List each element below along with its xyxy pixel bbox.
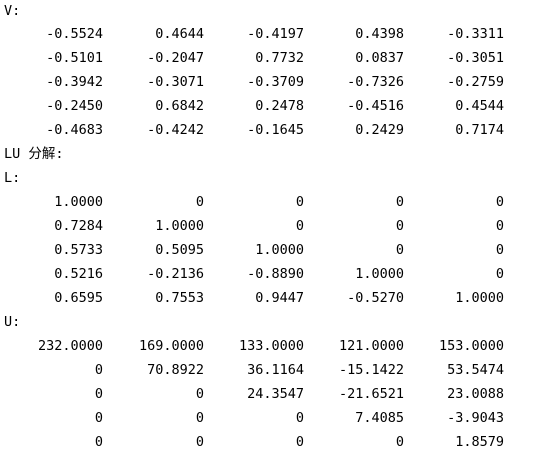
matrix-cell: -0.7326 [347,74,404,90]
matrix-u-row: 0 0 24.3547 -21.6521 23.0088 [0,382,534,406]
matrix-cell: 1.0000 [455,290,504,306]
matrix-cell: 0.7732 [255,50,304,66]
matrix-cell: 53.5474 [447,362,504,378]
matrix-cell: -0.4683 [46,122,103,138]
matrix-cell: 0.6595 [54,290,103,306]
matrix-l-row: 0.5216 -0.2136 -0.8890 1.0000 0 [0,262,534,286]
matrix-cell: 0 [94,434,103,450]
matrix-cell: 0.6842 [155,98,204,114]
matrix-cell: 232.0000 [37,338,103,354]
matrix-u-row: 0 0 0 0 1.8579 [0,430,534,454]
matrix-cell: 121.0000 [338,338,404,354]
matrix-cell: 0 [495,266,504,282]
matrix-cell: 0.5733 [54,242,103,258]
matrix-cell: -0.3942 [46,74,103,90]
matrix-cell: 0.4398 [355,26,404,42]
matrix-cell: -0.3071 [147,74,204,90]
matrix-cell: 0.9447 [255,290,304,306]
matrix-cell: 1.8579 [455,434,504,450]
matrix-l-row: 0.6595 0.7553 0.9447 -0.5270 1.0000 [0,286,534,310]
matrix-cell: -0.5270 [347,290,404,306]
matrix-cell: 0 [495,242,504,258]
matrix-cell: -0.4242 [147,122,204,138]
matrix-cell: 0.2429 [355,122,404,138]
matrix-cell: 0 [495,194,504,210]
matrix-cell: 0 [295,434,304,450]
matrix-cell: -0.2450 [46,98,103,114]
matrix-cell: 0 [295,194,304,210]
matrix-cell: 0 [395,218,404,234]
matrix-cell: 23.0088 [447,386,504,402]
matrix-cell: 70.8922 [147,362,204,378]
matrix-l-row: 0.5733 0.5095 1.0000 0 0 [0,238,534,262]
matrix-cell: 0 [195,410,204,426]
matrix-cell: 0 [94,386,103,402]
matrix-v-row: -0.2450 0.6842 0.2478 -0.4516 0.4544 [0,94,534,118]
matrix-cell: 153.0000 [438,338,504,354]
matrix-cell: -0.4516 [347,98,404,114]
matrix-v-row: -0.5524 0.4644 -0.4197 0.4398 -0.3311 [0,22,534,46]
matrix-cell: 0.4544 [455,98,504,114]
matrix-cell: 0 [295,218,304,234]
matrix-cell: 0 [195,386,204,402]
matrix-cell: -0.5101 [46,50,103,66]
matrix-v-label: V: [4,3,21,19]
matrix-cell: 0 [395,194,404,210]
matrix-cell: -21.6521 [338,386,404,402]
matrix-cell: 0.5095 [155,242,204,258]
matrix-cell: 1.0000 [155,218,204,234]
matrix-v-row: -0.4683 -0.4242 -0.1645 0.2429 0.7174 [0,118,534,142]
matrix-cell: -0.2136 [147,266,204,282]
matrix-cell: 1.0000 [54,194,103,210]
matrix-cell: -0.3311 [447,26,504,42]
matrix-cell: 0 [195,194,204,210]
matrix-cell: -0.3051 [447,50,504,66]
matrix-cell: 133.0000 [238,338,304,354]
matrix-cell: 0.7284 [54,218,103,234]
matrix-cell: -0.4197 [247,26,304,42]
matrix-l-row: 0.7284 1.0000 0 0 0 [0,214,534,238]
matrix-u-row: 232.0000 169.0000 133.0000 121.0000 153.… [0,334,534,358]
matrix-cell: 0.7174 [455,122,504,138]
matrix-cell: 0.7553 [155,290,204,306]
matrix-v-row: -0.3942 -0.3071 -0.3709 -0.7326 -0.2759 [0,70,534,94]
matrix-cell: -15.1422 [338,362,404,378]
matrix-cell: 169.0000 [138,338,204,354]
matrix-cell: 0 [295,410,304,426]
matrix-l-row: 1.0000 0 0 0 0 [0,190,534,214]
matrix-cell: 24.3547 [247,386,304,402]
matrix-cell: -0.3709 [247,74,304,90]
matrix-u-label: U: [4,314,21,330]
matrix-u-row: 0 70.8922 36.1164 -15.1422 53.5474 [0,358,534,382]
matrix-cell: 0 [495,218,504,234]
matrix-cell: 1.0000 [355,266,404,282]
matrix-cell: -0.8890 [247,266,304,282]
matrix-cell: 0 [94,362,103,378]
matrix-cell: -0.1645 [247,122,304,138]
matrix-cell: 0 [395,434,404,450]
matrix-cell: -0.5524 [46,26,103,42]
matrix-v-row: -0.5101 -0.2047 0.7732 0.0837 -0.3051 [0,46,534,70]
matrix-cell: 36.1164 [247,362,304,378]
matrix-cell: 0.2478 [255,98,304,114]
matrix-cell: -0.2759 [447,74,504,90]
matrix-cell: 0.5216 [54,266,103,282]
matrix-l-label: L: [4,170,21,186]
matrix-cell: 0 [195,434,204,450]
matrix-cell: 7.4085 [355,410,404,426]
matrix-u-row: 0 0 0 7.4085 -3.9043 [0,406,534,430]
matrix-cell: 1.0000 [255,242,304,258]
matrix-cell: -3.9043 [447,410,504,426]
matrix-cell: 0 [395,242,404,258]
matrix-cell: 0.0837 [355,50,404,66]
matrix-cell: 0 [94,410,103,426]
matrix-cell: 0.4644 [155,26,204,42]
matrix-cell: -0.2047 [147,50,204,66]
lu-decomposition-heading: LU 分解: [4,146,64,162]
